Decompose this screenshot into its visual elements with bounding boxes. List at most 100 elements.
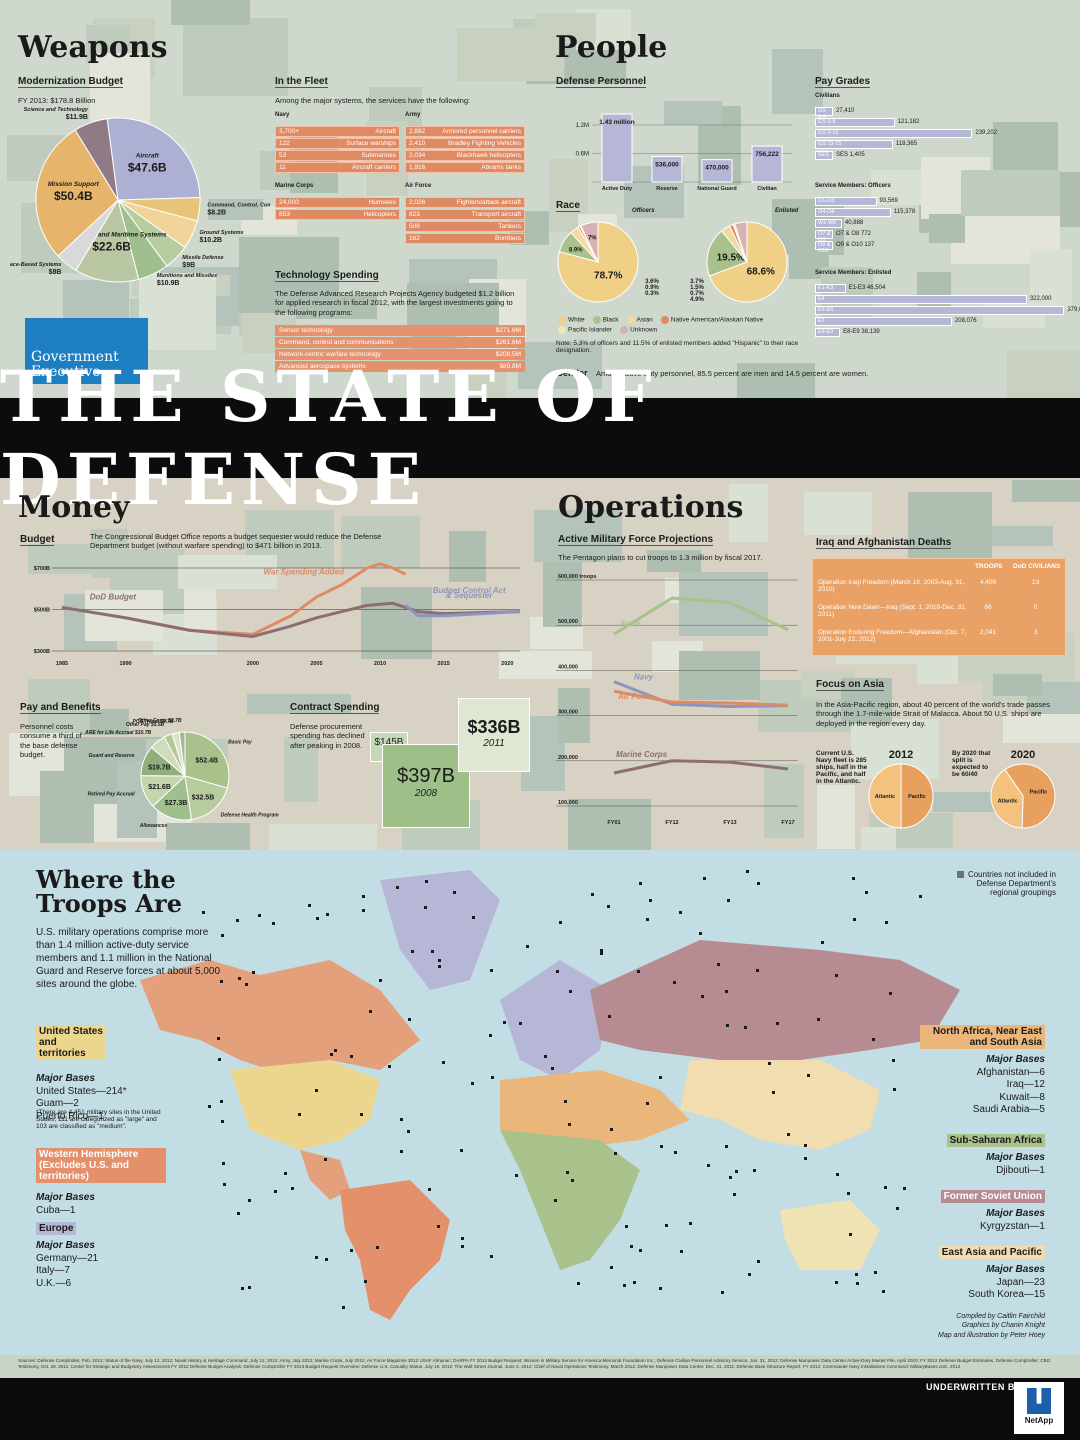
base-marker-dot bbox=[223, 1183, 226, 1186]
base-marker-dot bbox=[503, 1021, 506, 1024]
y-tick-label: $300B bbox=[34, 649, 50, 655]
region-nafrica-title: North Africa, Near East and South Asia bbox=[920, 1025, 1045, 1049]
bar-value: 756,222 bbox=[755, 151, 779, 158]
budget-line-chart: $300B $500B $700B 1985 1990 2000 2005 2010 2015 2… bbox=[34, 562, 521, 667]
region-nafrica-bases: Afghanistan—6 Iraq—12 Kuwait—8 Saudi Arabia… bbox=[920, 1067, 1045, 1117]
camo-block bbox=[764, 764, 804, 838]
pie-label-name: Mission Support bbox=[48, 181, 100, 188]
base-marker-dot bbox=[835, 974, 838, 977]
paygrade-value: 239,202 bbox=[975, 130, 998, 136]
pie-label-name: Command, Control, Communications, and Co… bbox=[207, 202, 270, 208]
base-marker-dot bbox=[515, 1174, 518, 1177]
base-marker-dot bbox=[252, 971, 255, 974]
tech-program: Advanced aerospace systems bbox=[279, 363, 366, 370]
base-marker-dot bbox=[350, 1249, 353, 1252]
pie-slice-shipbuilding-and-maritime-systems bbox=[75, 198, 140, 283]
legend-item: Asian bbox=[626, 316, 653, 324]
base-marker-dot bbox=[258, 914, 261, 917]
map-south-america bbox=[340, 1180, 450, 1320]
series-label-war: War Spending Added bbox=[263, 568, 345, 577]
brand-logo: Government Executive bbox=[25, 318, 148, 384]
base-marker-dot bbox=[649, 899, 652, 902]
fleet-row: 24,000 Humvees bbox=[275, 197, 400, 208]
troops-title-text: Where the Troops Are bbox=[36, 865, 182, 918]
base-marker-dot bbox=[568, 1123, 571, 1126]
base-marker-dot bbox=[892, 1059, 895, 1062]
base-item: Iraq—12 bbox=[1006, 1079, 1045, 1090]
base-marker-dot bbox=[491, 1076, 494, 1079]
base-marker-dot bbox=[804, 1144, 807, 1147]
base-marker-dot bbox=[364, 1280, 367, 1283]
base-marker-dot bbox=[753, 1169, 756, 1172]
death-civilians: 0 bbox=[1033, 604, 1038, 611]
base-marker-dot bbox=[431, 950, 434, 953]
pie-label-value: $47.6B bbox=[128, 161, 167, 175]
x-tick-label: FY12 bbox=[665, 820, 678, 826]
fleet-count: 11 bbox=[279, 164, 286, 171]
pie-label: TRICARE for Life Accrual $10.7B bbox=[85, 730, 151, 736]
base-marker-dot bbox=[408, 1018, 411, 1021]
base-marker-dot bbox=[324, 1158, 327, 1161]
legend-item: Native American/Alaskan Native bbox=[660, 316, 763, 324]
base-marker-dot bbox=[315, 1256, 318, 1259]
paygrade-value: 115,378 bbox=[893, 209, 916, 215]
map-alaska-canada bbox=[140, 960, 420, 1070]
paygrade-label: W1-W5 bbox=[818, 220, 837, 226]
camo-block bbox=[679, 651, 760, 700]
asia-pie-label: Pacific bbox=[1029, 789, 1047, 795]
pie-label: Basic Pay bbox=[228, 739, 252, 745]
camo-block bbox=[993, 122, 1058, 171]
pay-benefits-heading: Pay and Benefits bbox=[20, 702, 101, 714]
pie-slice-pacific bbox=[900, 763, 934, 829]
tech-row: Network-centric warfare technology $208.5… bbox=[275, 349, 525, 360]
fleet-row: 1,916 Abrams tanks bbox=[405, 162, 525, 173]
pie-label: PCS Travel $4.7B bbox=[133, 719, 174, 725]
fleet-count: 122 bbox=[279, 140, 290, 147]
tech-text: The Defense Advanced Research Projects A… bbox=[275, 289, 515, 317]
fleet-system: Humvees bbox=[368, 199, 396, 206]
paygrade-label: O7 & O8 bbox=[818, 231, 831, 243]
series-line-navy bbox=[613, 680, 789, 709]
pie-label-name: Science and Technology bbox=[24, 107, 89, 113]
legend-item: Black bbox=[592, 316, 619, 324]
region-ssafrica-title: Sub-Saharan Africa bbox=[946, 1134, 1045, 1147]
fleet-system: Transport aircraft bbox=[471, 211, 521, 218]
base-marker-dot bbox=[379, 979, 382, 982]
troops-title: Where the Troops Are bbox=[36, 868, 196, 916]
paygrade-value: O7 & O8 772 bbox=[836, 231, 872, 237]
contract-box-2011: $336B 2011 bbox=[458, 698, 530, 772]
gender-label: Gender bbox=[556, 368, 588, 378]
base-marker-dot bbox=[236, 919, 239, 922]
base-marker-dot bbox=[717, 963, 720, 966]
series-label-bca: Budget Control Act bbox=[433, 586, 506, 595]
pie-label-name: Munitions and Missiles bbox=[157, 273, 217, 279]
camo-block bbox=[929, 214, 965, 243]
pie-slice-black bbox=[706, 230, 748, 277]
pie-value: $52.4B bbox=[195, 758, 218, 765]
y-tick-label: 0.6M bbox=[576, 152, 589, 158]
legend-item: White bbox=[558, 316, 585, 324]
deaths-heading: Iraq and Afghanistan Deaths bbox=[816, 537, 952, 549]
camo-block bbox=[208, 199, 263, 220]
base-marker-dot bbox=[872, 1038, 875, 1041]
race-officers-label: Officers bbox=[632, 208, 655, 214]
paygrade-bar: GS 13-15 bbox=[815, 140, 893, 149]
underwritten-label: UNDERWRITTEN BY: bbox=[926, 1382, 1025, 1392]
camo-block bbox=[139, 273, 216, 350]
base-item: Djibouti—1 bbox=[996, 1164, 1045, 1176]
paygrade-value: SES 1,405 bbox=[836, 152, 865, 158]
base-marker-dot bbox=[633, 1281, 636, 1284]
base-item: Japan—23 bbox=[996, 1276, 1045, 1288]
fleet-count: 3,700+ bbox=[279, 128, 300, 135]
death-civilians: 13 bbox=[1031, 579, 1040, 586]
region-west-title: Western Hemisphere (Excludes U.S. and te… bbox=[36, 1148, 166, 1183]
asia-text: In the Asia-Pacific region, about 40 per… bbox=[816, 700, 1051, 728]
sponsor-name: NetApp bbox=[1024, 1416, 1054, 1425]
fleet-system: Armored personnel carriers bbox=[442, 128, 521, 135]
base-marker-dot bbox=[882, 1290, 885, 1293]
base-marker-dot bbox=[637, 970, 640, 973]
region-easia: East Asia and Pacific Major Bases Japan—… bbox=[920, 1242, 1045, 1302]
base-marker-dot bbox=[836, 1173, 839, 1176]
base-marker-dot bbox=[748, 1273, 751, 1276]
troops-legend: Countries not included in Defense Depart… bbox=[956, 870, 1056, 897]
